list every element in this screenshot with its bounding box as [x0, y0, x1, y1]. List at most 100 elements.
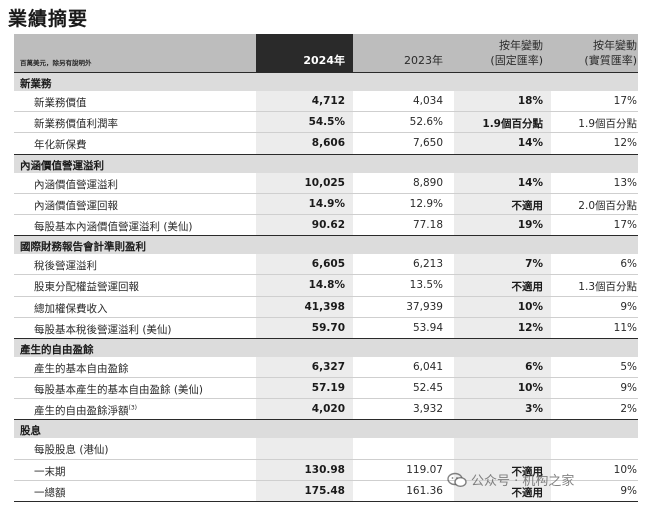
section-header: 國際財務報告會計準則盈利 — [14, 235, 638, 255]
yoy-constant-fx: 18% — [517, 95, 543, 107]
row-label-text: 產生的自由盈餘淨額 — [34, 405, 129, 418]
yoy-actual-fx: 1.9個百分點 — [578, 118, 637, 131]
yoy-constant-fx: 10% — [517, 300, 543, 313]
table-row: 每股基本產生的基本自由盈餘 (美仙) 57.19 52.45 10% 9% — [14, 377, 638, 398]
section-rows: 產生的基本自由盈餘 6,327 6,041 6% 5% 每股基本產生的基本自由盈餘 (美仙… — [14, 357, 638, 420]
yoy-actual-fx: 17% — [613, 218, 637, 231]
value-2023: 12.9% — [409, 197, 443, 210]
header-yoy-constant-fx-line2: (固定匯率) — [490, 54, 543, 67]
value-2023: 119.07 — [406, 463, 443, 476]
row-label: 新業務價值利潤率 — [34, 116, 118, 131]
row-label: 產生的自由盈餘淨額(3) — [34, 403, 137, 418]
watermark-text: 公众号 · 机构之家 — [471, 474, 575, 489]
yoy-actual-fx: 17% — [613, 95, 637, 107]
row-label-text: 每股基本產生的基本自由盈餘 (美仙) — [34, 384, 204, 397]
value-2024: 6,605 — [311, 258, 345, 271]
section-rows: 稅後營運溢利 6,605 6,213 7% 6% 股東分配權益營運回報 14.8% 13.5%… — [14, 254, 638, 338]
table-body: 新業務 新業務價值 4,712 4,034 18% 17% 新業務價值利潤率 54.5% 52.… — [14, 72, 638, 501]
yoy-actual-fx: 12% — [613, 137, 637, 150]
value-2024: 10,025 — [304, 176, 345, 189]
yoy-actual-fx: 2.0個百分點 — [578, 199, 637, 212]
value-2024: 14.9% — [308, 197, 345, 210]
row-label-text: 稅後營運溢利 — [34, 260, 97, 273]
yoy-actual-fx: 6% — [620, 258, 637, 271]
value-2023: 161.36 — [406, 484, 443, 497]
value-2024: 4,020 — [311, 403, 345, 416]
value-2024: 6,327 — [311, 360, 345, 373]
row-label-text: 內涵價值營運回報 — [34, 199, 118, 212]
yoy-actual-fx: 2% — [620, 403, 637, 416]
row-label: 每股股息 (港仙) — [34, 442, 109, 457]
value-2024: 59.70 — [311, 321, 345, 334]
value-2024: 14.8% — [308, 279, 345, 292]
value-2024: 54.5% — [308, 116, 345, 129]
value-2024: 41,398 — [304, 300, 345, 313]
row-label: 內涵價值營運回報 — [34, 198, 118, 213]
table-row: 每股基本內涵價值營運溢利 (美仙) 90.62 77.18 19% 17% — [14, 213, 638, 235]
section-header: 內涵價值營運溢利 — [14, 153, 638, 173]
column-2024-header-background — [256, 34, 353, 72]
header-2023: 2023年 — [404, 54, 443, 67]
table-row: 稅後營運溢利 6,605 6,213 7% 6% — [14, 254, 638, 274]
results-summary-table: 百萬美元，除另有說明外 2024年 2023年 按年變動 (固定匯率) 按年變動… — [14, 34, 638, 502]
value-2024: 90.62 — [311, 218, 345, 231]
row-label: 新業務價值 — [34, 95, 87, 110]
row-label: 每股基本產生的基本自由盈餘 (美仙) — [34, 382, 203, 397]
yoy-actual-fx: 11% — [613, 321, 637, 334]
value-2023: 77.18 — [412, 218, 443, 231]
yoy-constant-fx: 7% — [525, 258, 543, 271]
row-label-text: 每股基本內涵價值營運溢利 (美仙) — [34, 220, 193, 233]
value-2024: 130.98 — [304, 463, 345, 476]
yoy-constant-fx: 19% — [517, 218, 543, 231]
table-row: 產生的基本自由盈餘 6,327 6,041 6% 5% — [14, 357, 638, 377]
row-label: 一末期 — [34, 464, 66, 479]
value-2024: 175.48 — [304, 484, 345, 497]
section-rows: 每股股息 (港仙) 一末期 130.98 119.07 不適用 10% 一總額 175.48 1… — [14, 438, 638, 501]
value-2023: 13.5% — [409, 279, 443, 292]
value-2024: 4,712 — [311, 95, 345, 107]
table-row: 新業務價值利潤率 54.5% 52.6% 1.9個百分點 1.9個百分點 — [14, 111, 638, 132]
table-row: 一末期 130.98 119.07 不適用 10% — [14, 458, 638, 480]
header-yoy-actual-fx-line1: 按年變動 — [593, 39, 637, 52]
yoy-actual-fx: 9% — [620, 382, 637, 395]
value-2023: 52.45 — [412, 382, 443, 395]
table-row: 內涵價值營運回報 14.9% 12.9% 不適用 2.0個百分點 — [14, 192, 638, 214]
row-label-text: 每股股息 (港仙) — [34, 444, 109, 457]
value-2024: 57.19 — [311, 382, 345, 395]
value-2023: 6,041 — [412, 360, 443, 373]
row-label-text: 新業務價值 — [34, 97, 87, 109]
yoy-actual-fx: 10% — [613, 463, 637, 476]
row-label-text: 每股基本稅後營運溢利 (美仙) — [34, 323, 172, 336]
yoy-constant-fx: 不適用 — [511, 281, 544, 294]
footnote-marker: (3) — [128, 404, 138, 412]
row-label: 每股基本稅後營運溢利 (美仙) — [34, 322, 172, 337]
table-row: 每股基本稅後營運溢利 (美仙) 59.70 53.94 12% 11% — [14, 316, 638, 338]
unit-note: 百萬美元，除另有說明外 — [20, 59, 92, 67]
section-rows: 內涵價值營運溢利 10,025 8,890 14% 13% 內涵價值營運回報 14.9% 12… — [14, 173, 638, 236]
page-title: 業績摘要 — [8, 8, 89, 30]
row-label: 產生的基本自由盈餘 — [34, 361, 129, 376]
row-label-text: 內涵價值營運溢利 — [34, 178, 118, 191]
value-2023: 7,650 — [412, 137, 443, 150]
table-row: 年化新保費 8,606 7,650 14% 12% — [14, 132, 638, 153]
yoy-constant-fx: 12% — [517, 321, 543, 334]
table-header: 百萬美元，除另有說明外 2024年 2023年 按年變動 (固定匯率) 按年變動… — [14, 34, 638, 72]
header-yoy-constant-fx-line1: 按年變動 — [499, 39, 543, 52]
section-title: 內涵價值營運溢利 — [20, 159, 104, 172]
value-2024: 8,606 — [311, 137, 345, 150]
value-2023: 8,890 — [412, 176, 443, 189]
watermark: 公众号 · 机构之家 — [447, 470, 574, 489]
header-yoy-constant-fx: 按年變動 (固定匯率) — [454, 38, 543, 68]
row-label: 年化新保費 — [34, 137, 87, 152]
yoy-constant-fx: 不適用 — [511, 486, 544, 499]
section-title: 新業務 — [20, 78, 52, 90]
row-label-text: 一末期 — [34, 465, 66, 478]
table-row: 總加權保費收入 41,398 37,939 10% 9% — [14, 295, 638, 317]
value-2023: 3,932 — [412, 403, 443, 416]
section-title: 國際財務報告會計準則盈利 — [20, 241, 146, 254]
row-label: 總加權保費收入 — [34, 301, 108, 316]
yoy-actual-fx: 9% — [620, 484, 637, 497]
value-2023: 52.6% — [409, 116, 443, 129]
table-row: 每股股息 (港仙) — [14, 438, 638, 458]
value-2023: 53.94 — [412, 321, 443, 334]
